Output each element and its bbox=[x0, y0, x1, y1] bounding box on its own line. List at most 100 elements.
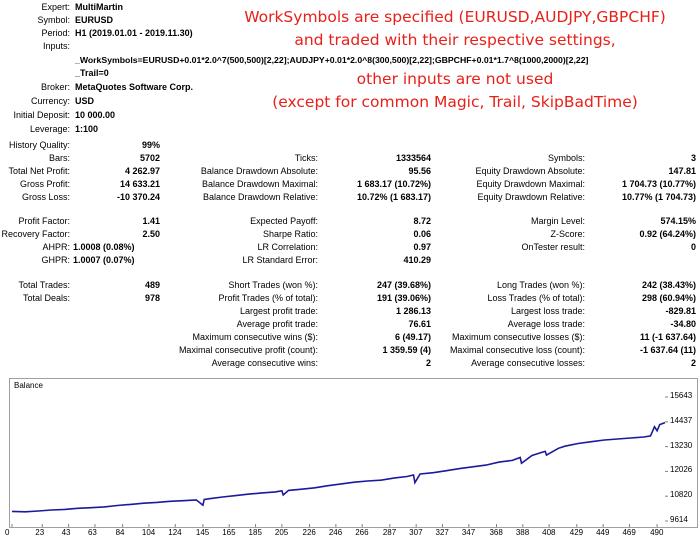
inputs-label: Inputs: bbox=[42, 41, 70, 51]
margin-level-label: Margin Level: bbox=[530, 216, 585, 226]
eq-dd-rel-label: Equity Drawdown Relative: bbox=[477, 192, 585, 202]
x-tick-label: 347 bbox=[461, 528, 476, 537]
bars-value: 5702 bbox=[139, 153, 160, 163]
y-tick-label: 15643 bbox=[670, 391, 693, 400]
input-trail: _Trail=0 bbox=[75, 68, 109, 78]
x-tick-label: 84 bbox=[115, 528, 125, 537]
max-cons-wins-label: Maximum consecutive wins ($): bbox=[192, 332, 318, 342]
leverage-label: Leverage: bbox=[29, 124, 70, 134]
symbol-label: Symbol: bbox=[37, 15, 70, 25]
expert-value: MultiMartin bbox=[75, 2, 123, 12]
period-value: H1 (2019.01.01 - 2019.11.30) bbox=[75, 28, 193, 38]
y-tick-label: 13230 bbox=[670, 440, 693, 450]
symbols-value: 3 bbox=[690, 153, 696, 163]
expected-payoff-label: Expected Payoff: bbox=[250, 216, 318, 226]
max-cons-profit-value: 1 359.59 (4) bbox=[382, 345, 431, 355]
short-trades-label: Short Trades (won %): bbox=[228, 280, 318, 290]
x-tick-label: 0 bbox=[5, 528, 10, 537]
expert-label: Expert: bbox=[41, 2, 70, 12]
x-tick-label: 226 bbox=[302, 528, 316, 537]
avg-cons-wins-label: Average consecutive wins: bbox=[211, 358, 318, 368]
chart-title: Balance bbox=[14, 381, 43, 390]
expected-payoff-value: 8.72 bbox=[413, 216, 431, 226]
zscore-label: Z-Score: bbox=[550, 229, 585, 239]
ahpr-label: AHPR: bbox=[42, 242, 70, 252]
avg-loss-value: -34.80 bbox=[670, 319, 696, 329]
annotation-line-3: other inputs are not used bbox=[356, 70, 554, 88]
annotation-line-2: and traded with their respective setting… bbox=[294, 31, 616, 49]
bal-dd-max-value: 1 683.17 (10.72%) bbox=[356, 179, 431, 189]
eq-dd-max-value: 1 704.73 (10.77%) bbox=[621, 179, 696, 189]
deposit-label: Initial Deposit: bbox=[13, 110, 70, 120]
recovery-factor-label: Recovery Factor: bbox=[1, 229, 70, 239]
symbols-label: Symbols: bbox=[547, 153, 585, 163]
largest-profit-label: Largest profit trade: bbox=[239, 306, 318, 316]
loss-trades-value: 298 (60.94%) bbox=[641, 293, 696, 303]
x-tick-label: 368 bbox=[489, 528, 503, 537]
bal-dd-abs-label: Balance Drawdown Absolute: bbox=[200, 166, 318, 176]
bal-dd-abs-value: 95.56 bbox=[408, 166, 431, 176]
currency-label: Currency: bbox=[30, 96, 70, 106]
zscore-value: 0.92 (64.24%) bbox=[639, 229, 696, 239]
avg-cons-losses-value: 2 bbox=[690, 358, 696, 368]
x-tick-label: 307 bbox=[409, 528, 423, 537]
largest-loss-value: -829.81 bbox=[665, 306, 696, 316]
gross-profit-value: 14 633.21 bbox=[119, 179, 160, 189]
input-worksymbols: _WorkSymbols=EURUSD+0.01*2.0^7(500,500)[… bbox=[75, 55, 589, 65]
history-quality-value: 99% bbox=[141, 140, 160, 150]
broker-label: Broker: bbox=[40, 82, 70, 92]
gross-loss-value: -10 370.24 bbox=[116, 192, 160, 202]
bars-label: Bars: bbox=[48, 153, 70, 163]
ontester-label: OnTester result: bbox=[521, 242, 585, 252]
bal-dd-rel-label: Balance Drawdown Relative: bbox=[202, 192, 318, 202]
history-quality-label: History Quality: bbox=[8, 140, 70, 150]
margin-level-value: 574.15% bbox=[660, 216, 696, 226]
ghpr-value: 1.0007 (0.07%) bbox=[73, 255, 135, 265]
profit-factor-value: 1.41 bbox=[142, 216, 160, 226]
gross-loss-label: Gross Loss: bbox=[21, 192, 70, 202]
recovery-factor-value: 2.50 bbox=[142, 229, 160, 239]
x-tick-label: 490 bbox=[650, 528, 664, 537]
max-cons-loss-value: -1 637.64 (11) bbox=[639, 345, 696, 355]
x-tick-label: 408 bbox=[542, 528, 556, 537]
lr-corr-label: LR Correlation: bbox=[257, 242, 318, 252]
eq-dd-max-label: Equity Drawdown Maximal: bbox=[476, 179, 585, 189]
x-tick-label: 185 bbox=[248, 528, 262, 537]
avg-cons-losses-label: Average consecutive losses: bbox=[471, 358, 585, 368]
balance-chart-svg bbox=[11, 396, 668, 527]
x-tick-label: 104 bbox=[141, 528, 156, 537]
lr-err-label: LR Standard Error: bbox=[242, 255, 318, 265]
largest-loss-label: Largest loss trade: bbox=[510, 306, 585, 316]
avg-loss-label: Average loss trade: bbox=[507, 319, 585, 329]
balance-chart: Balance 15643 14437 13230 12026 10820 9614 bbox=[9, 378, 698, 528]
ticks-value: 1333564 bbox=[395, 153, 431, 163]
balance-line bbox=[11, 421, 666, 513]
max-cons-losses-label: Maximum consecutive losses ($): bbox=[451, 332, 585, 342]
lr-err-value: 410.29 bbox=[403, 255, 431, 265]
profit-factor-label: Profit Factor: bbox=[18, 216, 70, 226]
eq-dd-abs-value: 147.81 bbox=[668, 166, 696, 176]
x-tick-label: 287 bbox=[382, 528, 397, 537]
max-cons-losses-value: 11 (-1 637.64) bbox=[639, 332, 696, 342]
x-tick-label: 145 bbox=[195, 528, 210, 537]
net-profit-value: 4 262.97 bbox=[124, 166, 160, 176]
bal-dd-max-label: Balance Drawdown Maximal: bbox=[201, 179, 318, 189]
max-cons-profit-label: Maximal consecutive profit (count): bbox=[178, 345, 318, 355]
deposit-value: 10 000.00 bbox=[75, 110, 116, 120]
sharpe-value: 0.06 bbox=[413, 229, 431, 239]
avg-cons-wins-value: 2 bbox=[425, 358, 431, 368]
lr-corr-value: 0.97 bbox=[413, 242, 431, 252]
x-tick-label: 388 bbox=[515, 528, 530, 537]
profit-trades-value: 191 (39.06%) bbox=[376, 293, 431, 303]
loss-trades-label: Loss Trades (% of total): bbox=[487, 293, 585, 303]
ahpr-value: 1.0008 (0.08%) bbox=[73, 242, 135, 252]
eq-dd-abs-label: Equity Drawdown Absolute: bbox=[475, 166, 585, 176]
total-deals-label: Total Deals: bbox=[22, 293, 70, 303]
broker-value: MetaQuotes Software Corp. bbox=[75, 82, 194, 92]
x-tick-label: 246 bbox=[328, 528, 343, 537]
symbol-value: EURUSD bbox=[75, 15, 114, 25]
largest-profit-value: 1 286.13 bbox=[395, 306, 431, 316]
ghpr-label: GHPR: bbox=[41, 255, 70, 265]
x-tick-label: 469 bbox=[622, 528, 636, 537]
ontester-value: 0 bbox=[690, 242, 696, 252]
